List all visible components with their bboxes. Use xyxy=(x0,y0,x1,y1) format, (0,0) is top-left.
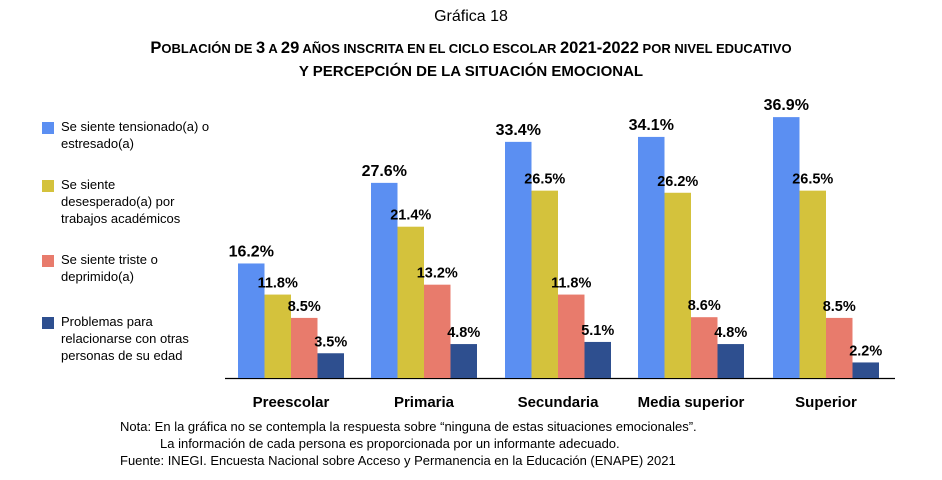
data-label: 16.2% xyxy=(229,243,274,260)
data-label: 26.5% xyxy=(524,172,565,188)
bar xyxy=(397,226,424,378)
source-line: Fuente: INEGI. Encuesta Nacional sobre A… xyxy=(120,453,676,468)
bar xyxy=(852,362,879,378)
data-label: 27.6% xyxy=(362,163,407,180)
chart-notes: Nota: En la gráfica no se contempla la r… xyxy=(120,418,697,469)
data-label: 2.2% xyxy=(849,343,882,359)
note-line-2: La información de cada persona es propor… xyxy=(160,436,620,451)
legend-label: Problemas para relacionarse con otras pers… xyxy=(61,314,189,363)
chart-title-part: A xyxy=(265,41,281,56)
chart-title: POBLACIÓN DE 3 A 29 AÑOS INSCRITA EN EL … xyxy=(0,37,942,83)
bar xyxy=(450,344,477,378)
legend-swatch xyxy=(42,255,54,267)
legend-label: Se siente tensionado(a) o estresado(a) xyxy=(61,119,210,151)
category-label: Superior xyxy=(795,394,857,411)
bar xyxy=(664,192,691,378)
data-label: 5.1% xyxy=(581,323,614,339)
category-label: Preescolar xyxy=(253,394,330,411)
data-label: 4.8% xyxy=(447,325,480,341)
bar xyxy=(638,136,665,378)
bar xyxy=(826,317,853,378)
chart-title-part: POR NIVEL EDUCATIVO xyxy=(638,41,792,56)
bar xyxy=(799,190,826,378)
legend-swatch xyxy=(42,122,54,134)
data-label: 8.6% xyxy=(688,298,721,314)
chart-title-line1: POBLACIÓN DE 3 A 29 AÑOS INSCRITA EN EL … xyxy=(0,37,942,60)
data-label: 21.4% xyxy=(390,208,431,224)
bar xyxy=(238,263,265,378)
chart-title-part: 2021-2022 xyxy=(560,39,639,57)
data-label: 3.5% xyxy=(314,334,347,350)
data-label: 26.2% xyxy=(657,174,698,190)
chart-title-part: OBLACIÓN DE xyxy=(161,41,257,56)
legend-label: Se siente triste o deprimido(a) xyxy=(61,252,158,284)
data-label: 11.8% xyxy=(551,276,591,292)
data-label: 33.4% xyxy=(496,122,541,139)
data-label: 13.2% xyxy=(417,266,458,282)
bar xyxy=(691,317,718,378)
data-label: 8.5% xyxy=(288,299,321,315)
bar xyxy=(584,341,611,378)
bar xyxy=(558,294,585,378)
bar xyxy=(264,294,291,378)
data-label: 8.5% xyxy=(823,299,856,315)
bar xyxy=(424,284,451,378)
bar xyxy=(291,317,318,378)
legend-label: Se siente desesperado(a) por trabajos acad… xyxy=(61,177,181,226)
chart-subtitle: Gráfica 18 xyxy=(434,8,508,25)
chart-title-part: AÑOS INSCRITA EN EL CICLO ESCOLAR xyxy=(299,41,560,56)
category-label: Secundaria xyxy=(518,394,600,411)
chart-title-part: P xyxy=(150,39,162,57)
category-label: Primaria xyxy=(394,394,455,411)
data-label: 34.1% xyxy=(629,117,674,134)
bar xyxy=(505,141,532,378)
data-label: 11.8% xyxy=(258,276,298,292)
legend-swatch xyxy=(42,317,54,329)
bar xyxy=(717,344,744,378)
bar xyxy=(531,190,558,378)
data-label: 36.9% xyxy=(764,97,809,114)
chart-title-part: 3 xyxy=(256,39,266,57)
legend-swatch xyxy=(42,180,54,192)
bar xyxy=(773,117,800,378)
bar xyxy=(371,182,398,378)
data-label: 4.8% xyxy=(714,325,747,341)
chart-title-line2: Y PERCEPCIÓN DE LA SITUACIÓN EMOCIONAL xyxy=(298,63,644,80)
bar xyxy=(317,353,344,378)
data-label: 26.5% xyxy=(792,172,833,188)
chart-title-part: 29 xyxy=(280,39,300,57)
note-line-1: Nota: En la gráfica no se contempla la r… xyxy=(120,419,697,434)
category-label: Media superior xyxy=(638,394,745,411)
